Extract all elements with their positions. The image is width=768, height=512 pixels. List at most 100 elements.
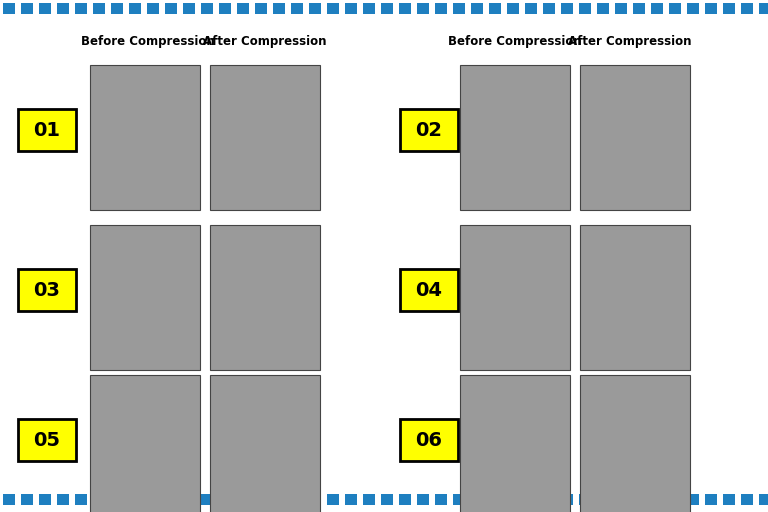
Bar <box>273 3 285 14</box>
Bar <box>525 3 537 14</box>
Bar <box>615 3 627 14</box>
Bar <box>237 3 249 14</box>
Text: 04: 04 <box>415 281 442 300</box>
Bar <box>3 3 15 14</box>
Bar <box>129 494 141 505</box>
Text: Before Compression: Before Compression <box>81 35 215 49</box>
Text: 05: 05 <box>34 431 61 450</box>
Bar <box>219 494 231 505</box>
Bar <box>291 3 303 14</box>
Bar <box>651 494 663 505</box>
Bar <box>633 494 645 505</box>
Bar <box>579 3 591 14</box>
Bar <box>21 494 33 505</box>
Bar <box>327 3 339 14</box>
Bar <box>273 494 285 505</box>
Bar <box>363 494 375 505</box>
Bar <box>18 109 76 151</box>
Bar <box>111 494 123 505</box>
Bar <box>580 375 690 512</box>
Bar <box>597 494 609 505</box>
Text: Before Compression: Before Compression <box>448 35 582 49</box>
Bar <box>399 3 411 14</box>
Bar <box>489 3 501 14</box>
Bar <box>111 3 123 14</box>
Bar <box>651 3 663 14</box>
Bar <box>381 3 393 14</box>
Bar <box>460 375 570 512</box>
Bar <box>255 494 267 505</box>
Bar <box>201 3 213 14</box>
Bar <box>210 225 320 370</box>
Bar <box>381 494 393 505</box>
Bar <box>759 3 768 14</box>
Bar <box>453 494 465 505</box>
Bar <box>669 3 681 14</box>
Bar <box>507 3 519 14</box>
Bar <box>400 419 458 461</box>
Bar <box>75 494 87 505</box>
Bar <box>219 3 231 14</box>
Bar <box>471 494 483 505</box>
Bar <box>705 3 717 14</box>
Bar <box>255 3 267 14</box>
Bar <box>18 419 76 461</box>
Bar <box>741 3 753 14</box>
Text: 03: 03 <box>34 281 61 300</box>
Bar <box>183 3 195 14</box>
Bar <box>309 3 321 14</box>
Bar <box>561 494 573 505</box>
Bar <box>57 494 69 505</box>
Bar <box>417 3 429 14</box>
Bar <box>561 3 573 14</box>
Bar <box>237 494 249 505</box>
Bar <box>309 494 321 505</box>
Bar <box>129 3 141 14</box>
Bar <box>615 494 627 505</box>
Bar <box>579 494 591 505</box>
Bar <box>201 494 213 505</box>
Bar <box>759 494 768 505</box>
Bar <box>90 65 200 210</box>
Bar <box>147 3 159 14</box>
Text: After Compression: After Compression <box>204 35 326 49</box>
Bar <box>90 375 200 512</box>
Bar <box>489 494 501 505</box>
Bar <box>723 494 735 505</box>
Bar <box>580 225 690 370</box>
Bar <box>210 65 320 210</box>
Text: 06: 06 <box>415 431 442 450</box>
Bar <box>165 3 177 14</box>
Bar <box>327 494 339 505</box>
Bar <box>460 65 570 210</box>
Bar <box>741 494 753 505</box>
Bar <box>345 3 357 14</box>
Bar <box>165 494 177 505</box>
Bar <box>453 3 465 14</box>
Bar <box>57 3 69 14</box>
Bar <box>21 3 33 14</box>
Text: 02: 02 <box>415 120 442 139</box>
Bar <box>471 3 483 14</box>
Bar <box>345 494 357 505</box>
Bar <box>543 3 555 14</box>
Bar <box>687 3 699 14</box>
Bar <box>435 3 447 14</box>
Bar <box>507 494 519 505</box>
Text: After Compression: After Compression <box>568 35 692 49</box>
Bar <box>399 494 411 505</box>
Bar <box>669 494 681 505</box>
Bar <box>723 3 735 14</box>
Bar <box>525 494 537 505</box>
Bar <box>39 3 51 14</box>
Bar <box>18 269 76 311</box>
Bar <box>90 225 200 370</box>
Text: 01: 01 <box>34 120 61 139</box>
Bar <box>633 3 645 14</box>
Bar <box>400 109 458 151</box>
Bar <box>93 3 105 14</box>
Bar <box>687 494 699 505</box>
Bar <box>597 3 609 14</box>
Bar <box>543 494 555 505</box>
Bar <box>400 269 458 311</box>
